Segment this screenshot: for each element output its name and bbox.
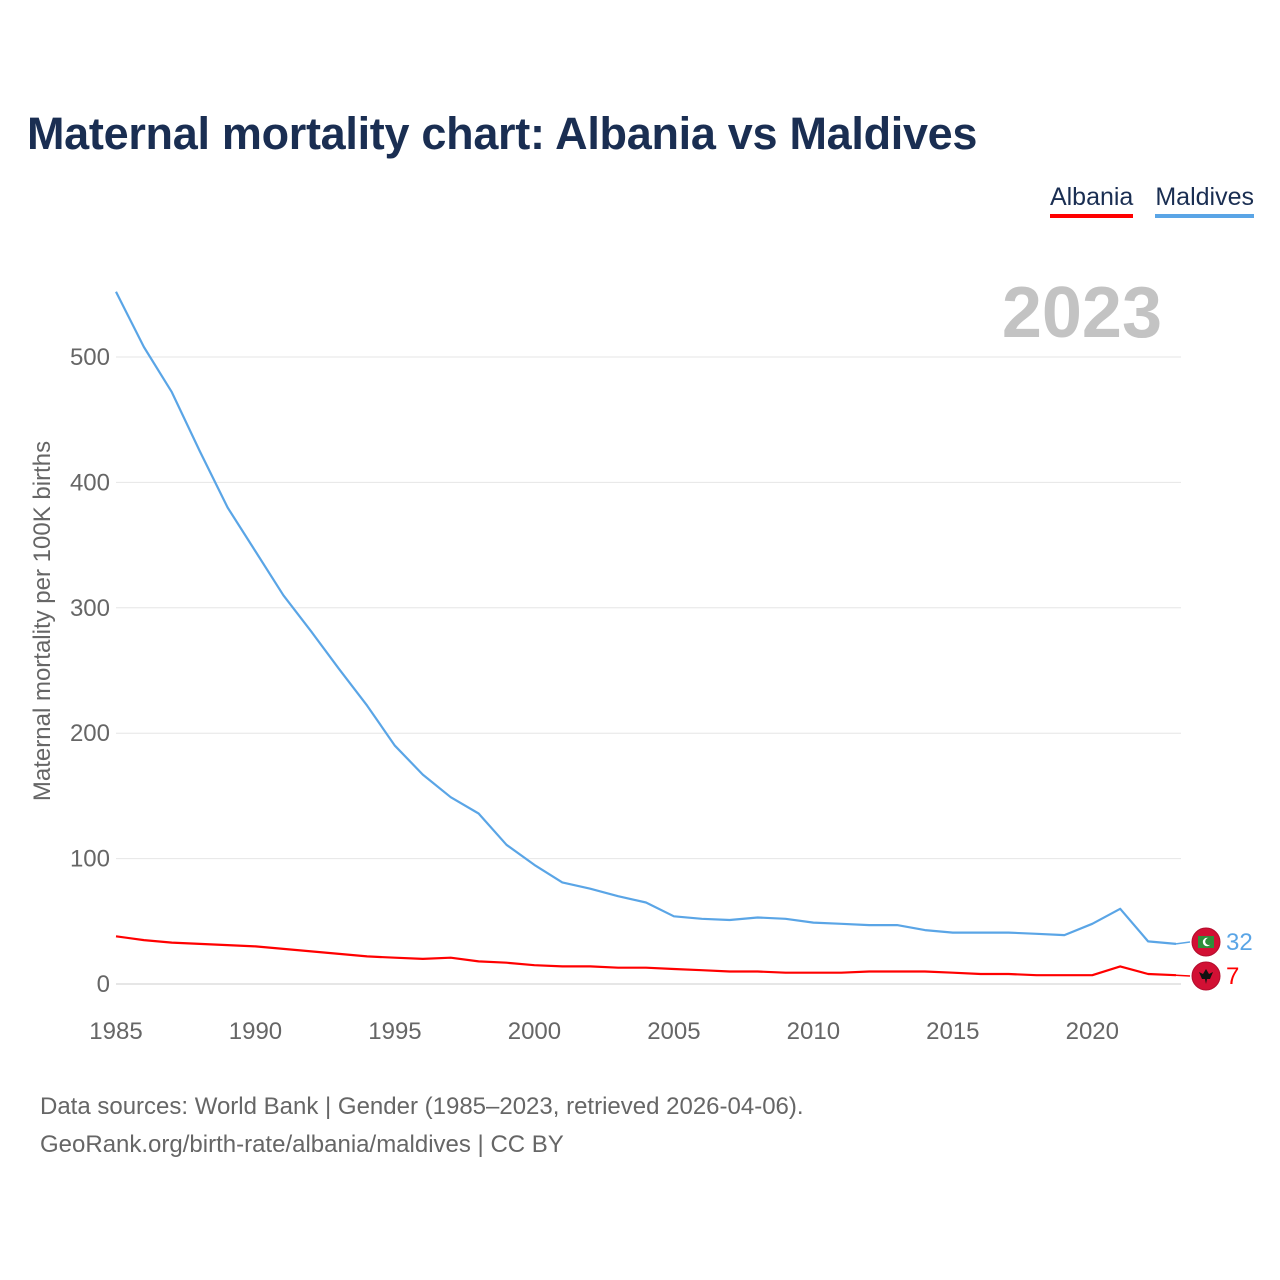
chart-title: Maternal mortality chart: Albania vs Mal… (27, 108, 978, 159)
series-line-albania[interactable] (115, 935, 1177, 977)
end-markers: 732 (1175, 927, 1253, 991)
x-tick-label: 2010 (787, 1018, 840, 1045)
series-lines (115, 291, 1177, 977)
x-tick-label: 2000 (508, 1018, 561, 1045)
albania-flag-icon[interactable] (1191, 961, 1221, 991)
y-tick-label: 300 (70, 595, 110, 622)
eagle-shape (1199, 969, 1213, 984)
x-axis-ticks: 1985 1990 1995 2000 2005 2010 2015 2020 (89, 1018, 1119, 1045)
x-tick-label: 1995 (368, 1018, 421, 1045)
x-tick-label: 1985 (89, 1018, 142, 1045)
y-tick-label: 400 (70, 469, 110, 496)
maldives-flag-icon[interactable] (1191, 927, 1221, 957)
end-connector-albania (1175, 974, 1191, 977)
end-value-label-maldives: 32 (1226, 929, 1253, 956)
legend-item-maldives[interactable]: Maldives (1155, 183, 1254, 218)
legend: Albania Maldives (1049, 183, 1254, 218)
end-connector-maldives (1175, 941, 1191, 945)
y-tick-label: 200 (70, 720, 110, 747)
year-watermark: 2023 (1001, 273, 1162, 353)
end-value-label-albania: 7 (1226, 963, 1239, 990)
footer-line-sources: Data sources: World Bank | Gender (1985–… (40, 1093, 804, 1120)
series-line-maldives[interactable] (115, 291, 1177, 945)
x-tick-label: 1990 (229, 1018, 282, 1045)
x-tick-label: 2015 (926, 1018, 979, 1045)
x-tick-label: 2005 (647, 1018, 700, 1045)
footer-line-credit[interactable]: GeoRank.org/birth-rate/albania/maldives … (40, 1131, 564, 1158)
y-tick-label: 500 (70, 344, 110, 371)
y-tick-label: 100 (70, 846, 110, 873)
gridlines (116, 356, 1181, 985)
footer-source: Data sources: World Bank | Gender (1985–… (40, 1088, 804, 1164)
crescent-inner (1205, 937, 1213, 946)
y-tick-label: 0 (97, 971, 110, 998)
y-axis-label: Maternal mortality per 100K births (29, 441, 56, 801)
y-axis-ticks: 0 100 200 300 400 500 (70, 344, 110, 998)
x-tick-label: 2020 (1066, 1018, 1119, 1045)
legend-item-albania[interactable]: Albania (1049, 183, 1134, 218)
